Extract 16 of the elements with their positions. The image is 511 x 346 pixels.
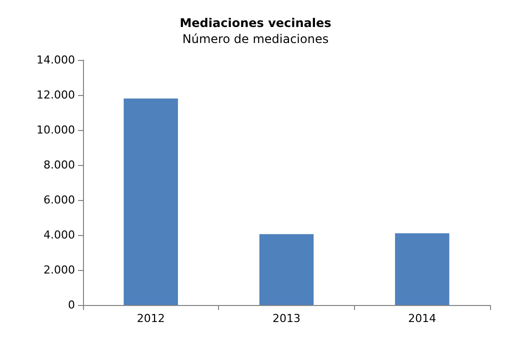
y-tick-label: 4.000: [44, 228, 75, 242]
x-tick-label: 2014: [408, 312, 436, 325]
y-tick-label: 10.000: [36, 124, 75, 136]
x-tick-label: 2013: [272, 312, 300, 325]
y-tick-label: 14.000: [36, 54, 75, 66]
y-tick-label: 12.000: [36, 88, 75, 102]
bar: [124, 98, 178, 305]
bar: [259, 234, 314, 305]
y-tick-label: 8.000: [44, 158, 75, 172]
chart-subtitle: Número de mediaciones: [182, 32, 329, 46]
bar: [395, 233, 450, 305]
y-tick-label: 0: [68, 298, 75, 312]
x-tick-label: 2012: [136, 312, 165, 325]
chart-title: Mediaciones vecinales: [180, 16, 332, 30]
y-tick-label: 2.000: [44, 264, 75, 276]
y-tick-label: 6.000: [44, 194, 75, 206]
